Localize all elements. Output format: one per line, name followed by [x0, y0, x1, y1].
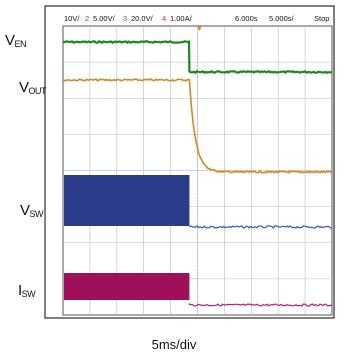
run-status: Stop [314, 14, 329, 23]
label-v-sw: VSW [20, 202, 44, 219]
trace-v-sw [188, 225, 332, 230]
x-axis-label: 5ms/div [151, 337, 197, 352]
ch2-number: 2 [85, 14, 89, 23]
trace-v-out [62, 77, 332, 174]
time-position: 6.000s [235, 14, 258, 23]
trace-v-sw-switching [64, 175, 190, 226]
ch1-scale: 10V/ [64, 14, 80, 23]
trace-v-en [62, 40, 333, 75]
label-v-out: VOUT [19, 79, 47, 96]
ch4-scale: 1.00A/ [170, 14, 193, 23]
scope-header: 10V/ 2 5.00V/ 3 20.0V/ 4 1.00A/ 6.000s 5… [64, 14, 329, 23]
ch2-scale: 5.00V/ [93, 14, 116, 23]
ch4-number: 4 [162, 14, 166, 23]
trigger-marker [197, 26, 202, 31]
trace-i-sw [188, 303, 333, 307]
time-scale: 5.000s/ [269, 14, 295, 23]
ch3-scale: 20.0V/ [131, 14, 154, 23]
trace-i-sw-switching [64, 273, 190, 300]
label-v-en: VEN [5, 32, 27, 49]
ch3-number: 3 [123, 14, 127, 23]
traces [62, 40, 333, 307]
label-i-sw: ISW [18, 282, 36, 299]
